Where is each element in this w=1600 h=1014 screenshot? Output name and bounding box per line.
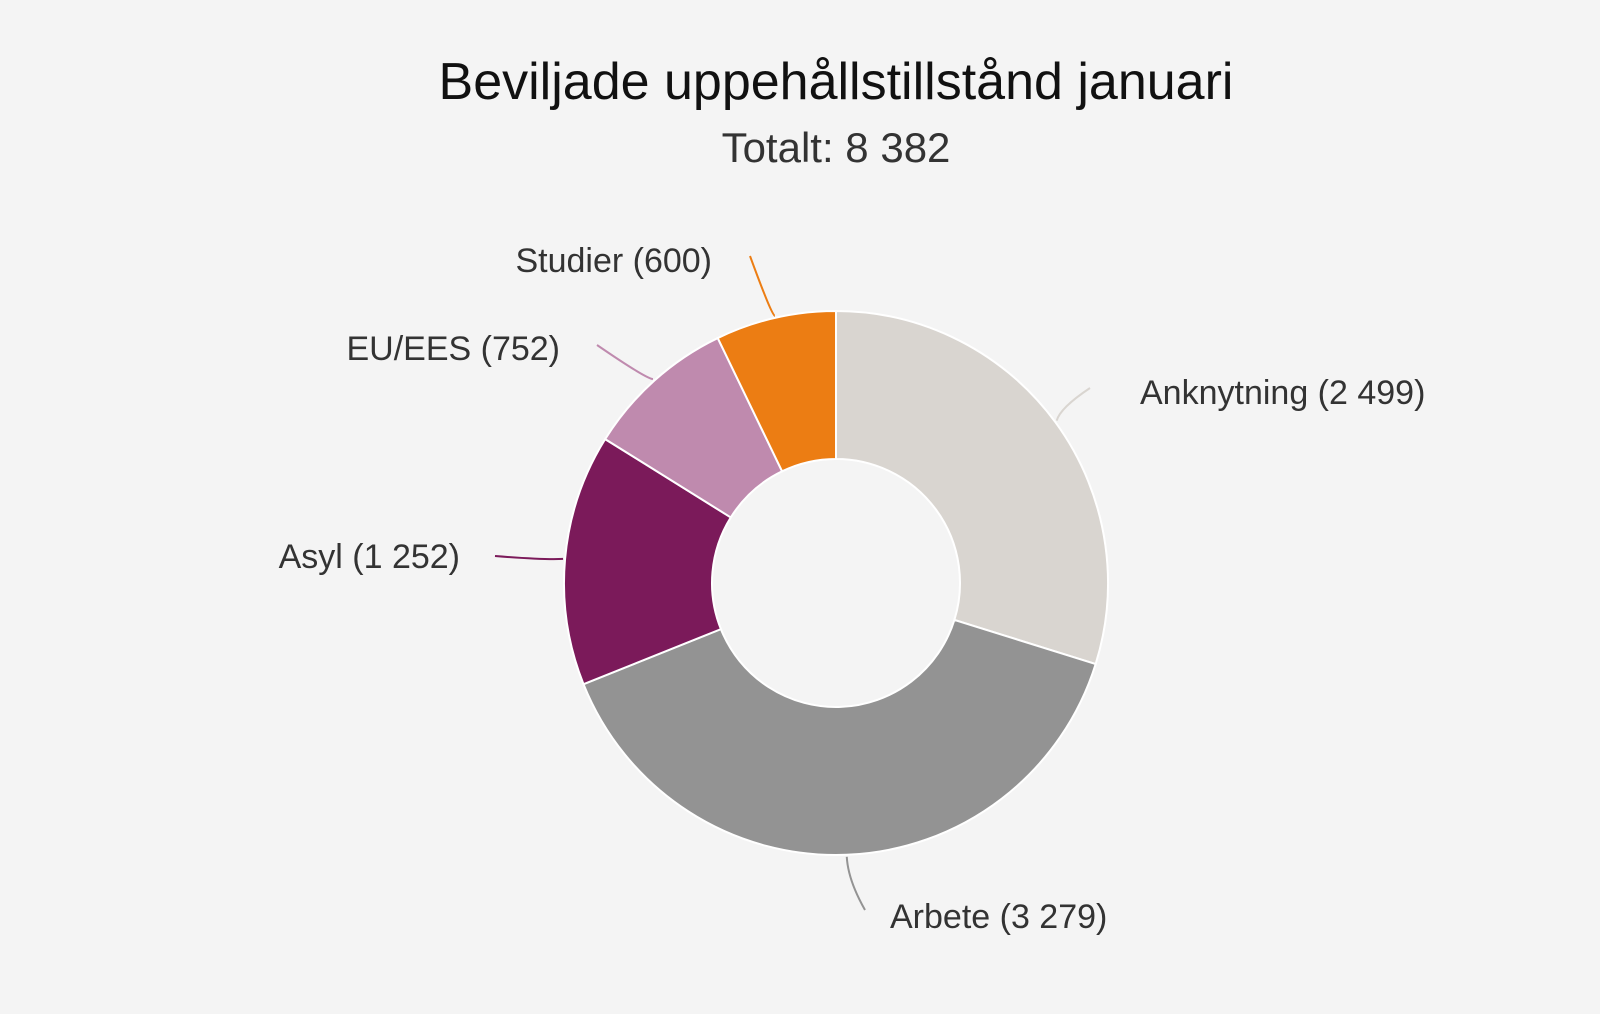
connector-studier xyxy=(749,255,776,317)
connector-asyl xyxy=(494,555,564,561)
slices-group xyxy=(563,309,1109,856)
label-eu-ees: EU/EES (752) xyxy=(346,330,560,368)
label-arbete: Arbete (3 279) xyxy=(890,898,1107,936)
label-asyl: Asyl (1 252) xyxy=(279,538,460,576)
labels-group: Anknytning (2 499) Arbete (3 279) Asyl (1 … xyxy=(279,242,1426,936)
connector-arbete xyxy=(845,856,866,911)
label-studier: Studier (600) xyxy=(515,242,712,280)
chart-subtitle: Totalt: 8 382 xyxy=(721,124,951,171)
slice-asyl[interactable] xyxy=(563,437,733,686)
connectors-group xyxy=(494,255,1091,911)
slice-studier[interactable] xyxy=(716,309,837,473)
connector-anknytning xyxy=(1055,387,1091,421)
connector-eu-ees xyxy=(596,344,654,381)
label-anknytning: Anknytning (2 499) xyxy=(1140,374,1425,412)
chart-title: Beviljade uppehållstillstånd januari xyxy=(438,53,1234,111)
slice-arbete[interactable] xyxy=(582,618,1097,856)
slice-anknytning[interactable] xyxy=(835,309,1109,666)
